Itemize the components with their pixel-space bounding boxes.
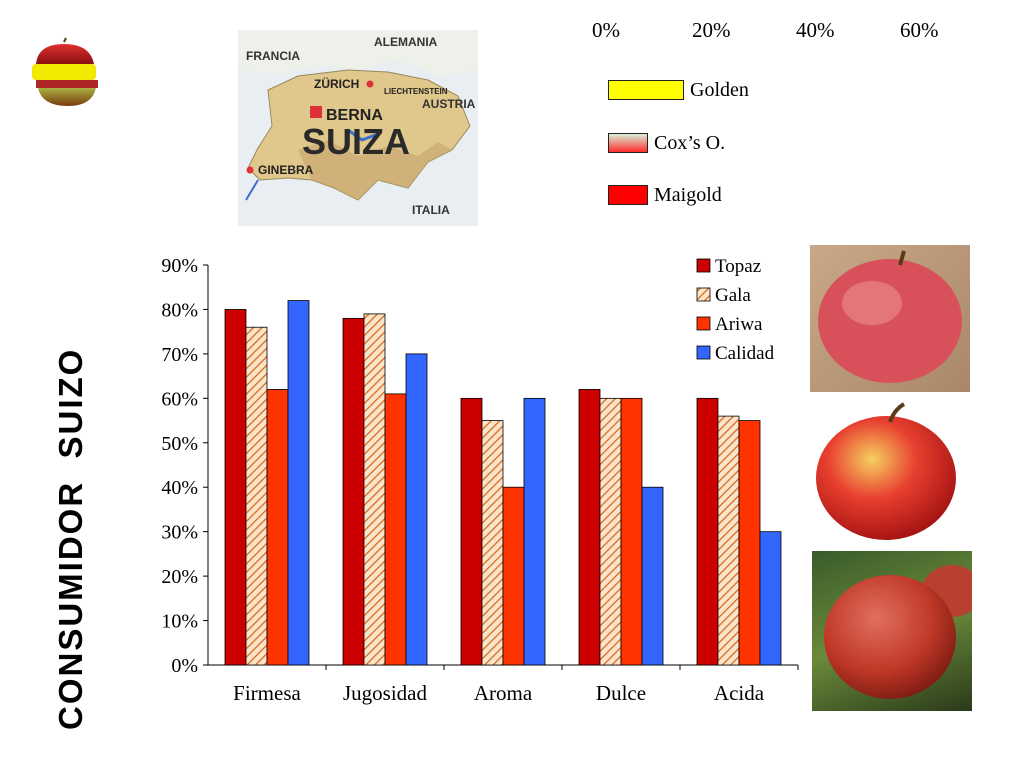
x-category-label: Jugosidad [343, 681, 428, 705]
map-label-berna: BERNA [326, 107, 383, 124]
legend-label-gala: Gala [715, 285, 751, 306]
bar-topaz-dulce [578, 389, 601, 666]
x-category-label: Acida [714, 681, 765, 705]
bar-gala-dulce [599, 397, 622, 666]
apple-photo-2 [812, 400, 960, 545]
map-label-alemania: ALEMANIA [374, 35, 438, 49]
maigold-swatch [608, 185, 648, 205]
bar-topaz-jugosidad [342, 317, 365, 666]
map-label-francia: FRANCIA [246, 49, 300, 63]
bar-gala-firmesa [245, 326, 268, 666]
bar-calidad-dulce [641, 486, 664, 666]
top-legend-item-cox: Cox’s O. [608, 132, 725, 154]
ginebra-marker-icon [246, 166, 254, 174]
bar-ariwa-jugosidad [384, 393, 407, 666]
bar-ariwa-aroma [502, 486, 525, 666]
y-tick-label: 30% [161, 522, 198, 544]
bar-calidad-jugosidad [405, 353, 428, 666]
bar-topaz-aroma [460, 397, 483, 666]
bar-ariwa-dulce [620, 397, 643, 666]
top-axis-label-60: 60% [900, 18, 939, 42]
berna-marker-icon [310, 106, 322, 118]
map-label-ginebra: GINEBRA [258, 163, 314, 177]
apple-logo-icon [32, 37, 98, 106]
legend-swatch-topaz [696, 258, 711, 273]
y-tick-label: 20% [161, 566, 198, 588]
top-legend-label: Cox’s O. [654, 131, 726, 154]
x-category-label: Dulce [596, 681, 646, 705]
bar-gala-jugosidad [363, 313, 386, 666]
bar-ariwa-firmesa [266, 389, 289, 666]
y-tick-label: 10% [161, 611, 198, 633]
legend-swatch-gala [696, 287, 711, 302]
map-label-italia: ITALIA [412, 203, 450, 217]
x-category-label: Aroma [474, 681, 533, 705]
top-axis-label-40: 40% [796, 18, 835, 42]
y-tick-label: 80% [161, 299, 198, 321]
bar-calidad-aroma [523, 397, 546, 666]
bar-chart: 0% 10% 20% 30% 40% 50% 60% 70% 80% 90% Firmesa Jugo… [161, 255, 799, 705]
legend-label-topaz: Topaz [715, 256, 761, 277]
top-legend-item-golden: Golden [608, 79, 749, 101]
bar-ariwa-acida [738, 420, 761, 666]
zurich-marker-icon [366, 80, 374, 88]
switzerland-map: FRANCIA ALEMANIA ZÜRICH LIECHTENSTEIN AU… [238, 30, 478, 226]
map-label-liechtenstein: LIECHTENSTEIN [384, 87, 448, 96]
top-axis-label-0: 0% [592, 18, 620, 42]
legend-swatch-calidad [696, 345, 711, 360]
map-label-austria: AUSTRIA [422, 97, 476, 111]
bar-gala-acida [717, 415, 740, 666]
bar-topaz-firmesa [224, 309, 247, 666]
bar-calidad-firmesa [287, 300, 310, 666]
bar-calidad-acida [759, 531, 782, 666]
golden-swatch [608, 80, 684, 100]
apple-photo-1 [810, 245, 970, 392]
y-tick-label: 0% [171, 655, 198, 677]
x-category-label: Firmesa [233, 681, 301, 705]
legend-swatch-ariwa [696, 316, 711, 331]
top-legend-label: Golden [690, 78, 749, 101]
legend-label-ariwa: Ariwa [715, 314, 763, 335]
bar-topaz-acida [696, 397, 719, 666]
side-title: CONSUMIDOR SUIZO [52, 347, 89, 730]
y-tick-label: 90% [161, 255, 198, 277]
bar-gala-aroma [481, 420, 504, 666]
top-axis-label-20: 20% [692, 18, 731, 42]
y-tick-label: 60% [161, 388, 198, 410]
apple-photo-3 [812, 551, 972, 711]
legend-label-calidad: Calidad [715, 343, 775, 364]
y-tick-label: 70% [161, 344, 198, 366]
y-tick-label: 50% [161, 433, 198, 455]
map-label-suiza: SUIZA [302, 121, 410, 162]
map-label-zurich: ZÜRICH [314, 76, 359, 91]
top-legend-item-maigold: Maigold [608, 184, 722, 206]
y-tick-label: 40% [161, 477, 198, 499]
cox-swatch [608, 133, 648, 153]
top-legend-label: Maigold [654, 183, 722, 206]
